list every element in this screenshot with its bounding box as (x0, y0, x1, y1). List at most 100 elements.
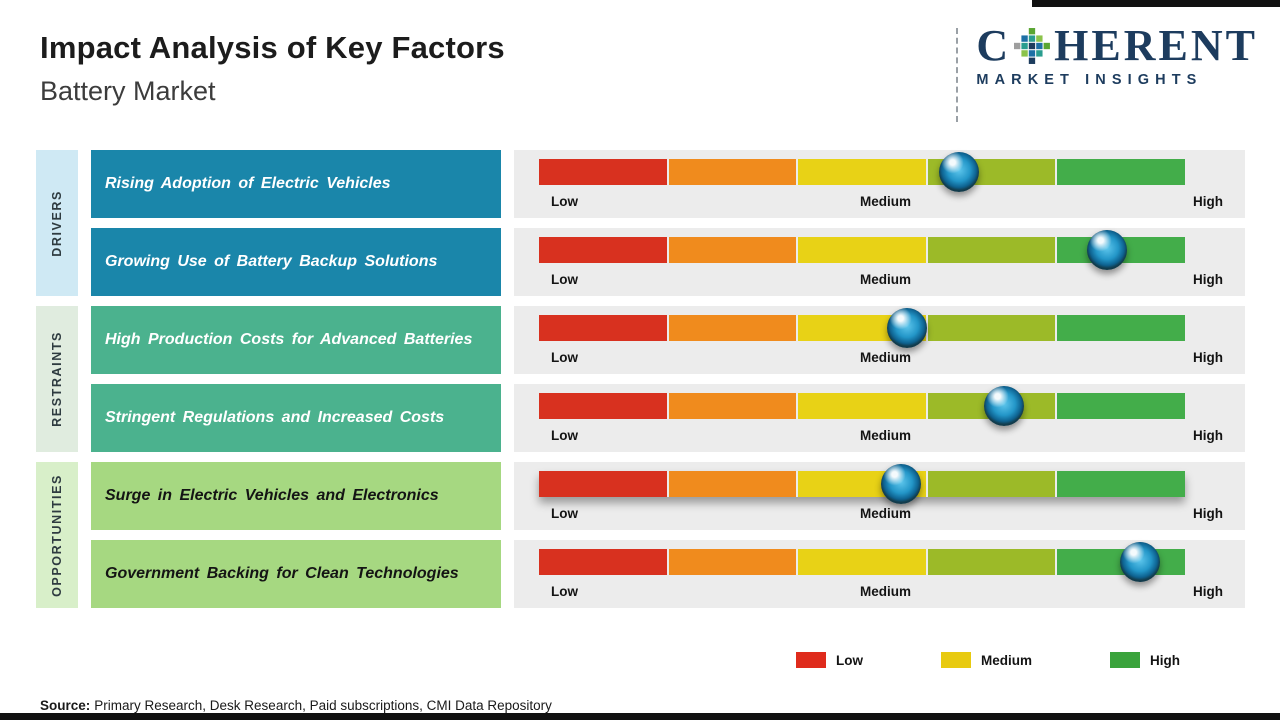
legend: Low Medium High (0, 652, 1180, 668)
scale-label-low: Low (551, 350, 578, 365)
source-line: Source: Primary Research, Desk Research, … (40, 698, 1280, 713)
legend-swatch-high (1110, 652, 1140, 668)
scale-label-medium: Medium (859, 350, 911, 365)
scale-label-medium: Medium (859, 272, 911, 287)
bottom-accent-bar (0, 713, 1280, 720)
category-label-drivers: DRIVERS (36, 150, 78, 296)
scale-label-low: Low (551, 584, 578, 599)
scale-label-medium: Medium (859, 506, 911, 521)
impact-scale: Low Medium High (514, 150, 1245, 218)
scale-segment (668, 393, 797, 419)
source-label: Source: (40, 698, 91, 713)
scale-bar (539, 152, 1185, 192)
logo-part2: HERENT (1054, 21, 1258, 70)
impact-knob (984, 386, 1025, 426)
header: Impact Analysis of Key Factors Battery M… (0, 0, 1280, 122)
logo-block: C HERENT MARKET IN (956, 14, 1258, 122)
group-restraints: RESTRAINTS High Production Costs for Adv… (36, 306, 1245, 452)
legend-item-high: High (1110, 652, 1180, 668)
scale-label-low: Low (551, 194, 578, 209)
coherent-diamond-icon (1014, 28, 1051, 64)
impact-scale: Low Medium High (514, 462, 1245, 530)
scale-segment (927, 237, 1056, 263)
factor-label: Growing Use of Battery Backup Solutions (105, 253, 438, 271)
title-block: Impact Analysis of Key Factors Battery M… (40, 30, 505, 122)
scale-segment (1057, 159, 1185, 185)
scale-bar (539, 386, 1185, 426)
scale-segment (1057, 315, 1185, 341)
scale-label-high: High (1192, 272, 1223, 287)
scale-segment (668, 315, 797, 341)
scale-segment (539, 159, 667, 185)
scale-labels: Low Medium High (551, 350, 1223, 365)
scale-segment (927, 315, 1056, 341)
scale-label-medium: Medium (859, 584, 911, 599)
category-label-text: DRIVERS (50, 189, 64, 257)
scale-segment (539, 549, 667, 575)
scale-label-low: Low (551, 428, 578, 443)
factor-label: Stringent Regulations and Increased Cost… (105, 409, 445, 427)
category-label-text: RESTRAINTS (50, 331, 64, 427)
factor-box: Stringent Regulations and Increased Cost… (91, 384, 501, 452)
scale-segment (539, 471, 667, 497)
scale-segment (798, 237, 926, 263)
scale-label-medium: Medium (859, 194, 911, 209)
impact-scale: Low Medium High (514, 306, 1245, 374)
scale-bar (539, 542, 1185, 582)
impact-knob (1087, 230, 1128, 270)
impact-knob (938, 152, 979, 192)
scale-bar (539, 230, 1185, 270)
scale-segment (1057, 393, 1185, 419)
scale-label-low: Low (551, 272, 578, 287)
page-title: Impact Analysis of Key Factors (40, 30, 505, 65)
scale-segment (668, 159, 797, 185)
scale-segment (798, 549, 926, 575)
scale-segment (798, 159, 926, 185)
scale-bar (539, 308, 1185, 348)
scale-labels: Low Medium High (551, 272, 1223, 287)
scale-segment (539, 393, 667, 419)
scale-labels: Low Medium High (551, 506, 1223, 521)
scale-bar (539, 464, 1185, 504)
group-opportunities: OPPORTUNITIES Surge in Electric Vehicles… (36, 462, 1245, 608)
category-label-restraints: RESTRAINTS (36, 306, 78, 452)
page-subtitle: Battery Market (40, 76, 216, 106)
scale-label-high: High (1192, 428, 1223, 443)
scale-label-high: High (1192, 350, 1223, 365)
legend-item-medium: Medium (940, 652, 1032, 668)
scale-segment (668, 549, 797, 575)
factor-box: Rising Adoption of Electric Vehicles (91, 150, 501, 218)
legend-label: Low (835, 652, 863, 668)
legend-swatch-low (795, 652, 826, 668)
group-drivers: DRIVERS Rising Adoption of Electric Vehi… (36, 150, 1245, 296)
factor-box: Surge in Electric Vehicles and Electroni… (91, 462, 501, 530)
logo-part1: C (976, 21, 1012, 70)
scale-label-low: Low (551, 506, 578, 521)
scale-segment (798, 393, 926, 419)
impact-scale: Low Medium High (514, 228, 1245, 296)
legend-label: High (1150, 652, 1180, 668)
logo-wordmark: C HERENT (976, 24, 1258, 68)
factor-label: Surge in Electric Vehicles and Electroni… (105, 487, 439, 505)
impact-analysis-table: DRIVERS Rising Adoption of Electric Vehi… (36, 150, 1245, 608)
scale-segment (668, 237, 797, 263)
impact-knob (887, 308, 928, 348)
scale-label-medium: Medium (859, 428, 911, 443)
legend-item-low: Low (795, 652, 863, 668)
scale-labels: Low Medium High (551, 194, 1223, 209)
legend-swatch-medium (940, 652, 971, 668)
coherent-logo: C HERENT MARKET IN (976, 14, 1258, 122)
top-accent-bar (1032, 0, 1280, 7)
impact-knob (1119, 542, 1160, 582)
source-text: Primary Research, Desk Research, Paid su… (94, 698, 552, 713)
legend-label: Medium (980, 652, 1032, 668)
scale-segment (539, 315, 667, 341)
impact-knob (880, 464, 921, 504)
category-label-opportunities: OPPORTUNITIES (36, 462, 78, 608)
factor-box: High Production Costs for Advanced Batte… (91, 306, 501, 374)
logo-tagline: MARKET INSIGHTS (976, 72, 1203, 88)
factor-label: High Production Costs for Advanced Batte… (105, 331, 473, 349)
scale-segment (1057, 471, 1185, 497)
impact-scale: Low Medium High (514, 384, 1245, 452)
scale-segment (539, 237, 667, 263)
